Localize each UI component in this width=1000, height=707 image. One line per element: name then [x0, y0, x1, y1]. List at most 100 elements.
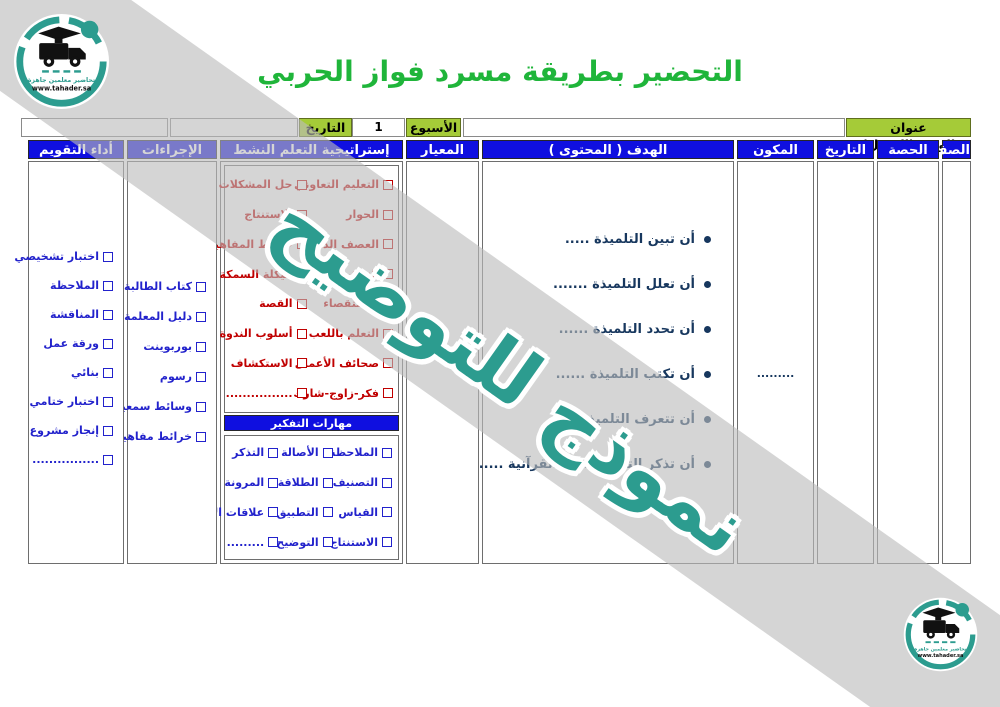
thinking-skill-item: الملاحظة: [329, 446, 392, 459]
thinking-skills-box: الملاحظة الأصالة التذكر التصنيف الطلاقة المرو…: [184, 435, 399, 560]
checkbox-icon[interactable]: [103, 309, 113, 320]
checkbox-icon[interactable]: [383, 388, 393, 399]
checkbox-icon[interactable]: [322, 507, 333, 518]
week-value[interactable]: 1: [352, 118, 405, 137]
checkbox-icon[interactable]: [296, 388, 307, 399]
checkbox-icon[interactable]: [296, 269, 307, 280]
item-label: القصة: [259, 297, 293, 311]
item-label: حل المشكلات: [218, 178, 293, 192]
item-label: الاستقصاء: [323, 297, 379, 311]
checkbox-icon[interactable]: [383, 209, 393, 220]
class-cell[interactable]: [942, 161, 971, 564]
bullet-icon: [704, 281, 711, 288]
item-label: التعلم باللعب: [308, 327, 379, 341]
checkbox-icon[interactable]: [322, 477, 333, 488]
unit-title-input[interactable]: [463, 118, 845, 137]
checkbox-icon[interactable]: [268, 507, 279, 518]
checkbox-icon[interactable]: [103, 367, 113, 378]
checkbox-icon[interactable]: [383, 239, 393, 250]
thinking-skill-item: .........: [227, 536, 279, 549]
item-label: دليل المعلمة: [124, 310, 192, 323]
strategy-item: هيكلة السمكة: [219, 268, 307, 281]
strategy-item: الحوار: [312, 208, 393, 222]
checkbox-icon[interactable]: [382, 447, 392, 458]
header-procedures: الإجراءات: [127, 140, 217, 159]
checkbox-icon[interactable]: [296, 239, 307, 250]
checkbox-icon[interactable]: [196, 281, 206, 292]
procedure-item: وسائط سمعية: [115, 400, 206, 413]
checkbox-icon[interactable]: [296, 209, 307, 220]
checkbox-icon[interactable]: [103, 338, 113, 349]
thinking-skill-item: الأصالة: [278, 446, 333, 459]
date-input[interactable]: [170, 118, 298, 137]
item-label: اختبار ختامي: [29, 395, 99, 408]
checkbox-icon[interactable]: [382, 507, 392, 518]
component-cell[interactable]: .........: [737, 161, 814, 564]
strategy-item: فكر-زاوج-شارك: [293, 387, 393, 400]
evaluation-list: اختبار تشخيصي الملاحظة المناقشة ورقة عمل بنا…: [14, 162, 123, 466]
evaluation-item: اختبار ختامي: [29, 395, 113, 408]
checkbox-icon[interactable]: [383, 328, 393, 339]
bullet-icon: [704, 416, 711, 423]
evaluation-item: بنائي: [29, 366, 113, 379]
checkbox-icon[interactable]: [196, 431, 206, 442]
objective-item: أن تعلل التلميذة .......: [487, 277, 711, 292]
logo-tagline: تحاضير معلمين جاهزة: [28, 77, 96, 84]
thinking-skill-item: المرونة: [224, 476, 279, 489]
objective-item: أن تتعرف التلميذة ......: [487, 412, 711, 427]
strategies-box: التعليم التعاوني الحوار العصف الذهني التفكي…: [206, 165, 399, 413]
evaluation-item: اختبار تشخيصي: [14, 250, 113, 263]
checkbox-icon[interactable]: [296, 328, 307, 339]
checkbox-icon[interactable]: [296, 358, 307, 369]
checkbox-icon[interactable]: [296, 298, 307, 309]
checkbox-icon[interactable]: [103, 425, 113, 436]
date-cell[interactable]: [817, 161, 874, 564]
objective-item: أن تحدد التلميذة ......: [487, 322, 711, 337]
checkbox-icon[interactable]: [196, 401, 206, 412]
item-label: أسلوب الندوة: [219, 327, 293, 341]
item-label: أن تكتب التلميذة ......: [555, 367, 695, 382]
evaluation-item: المناقشة: [29, 308, 113, 321]
checkbox-icon[interactable]: [103, 396, 113, 407]
item-label: التطبيق: [276, 505, 319, 519]
checkbox-icon[interactable]: [322, 447, 333, 458]
item-label: خرائط المفاهيم: [206, 237, 293, 251]
checkbox-icon[interactable]: [383, 298, 393, 309]
checkbox-icon[interactable]: [268, 477, 279, 488]
objective-cell[interactable]: أن تبين التلميذة ..... أن تعلل التلميذة .…: [478, 161, 734, 564]
checkbox-icon[interactable]: [196, 311, 206, 322]
bullet-icon: [704, 371, 711, 378]
checkbox-icon[interactable]: [322, 537, 333, 548]
item-label: الحوار: [346, 208, 379, 222]
header-evaluation: أداء التقويم: [28, 140, 124, 159]
item-label: أن تتعرف التلميذة ......: [546, 412, 695, 427]
checkbox-icon[interactable]: [382, 477, 392, 488]
checkbox-icon[interactable]: [103, 251, 113, 262]
procedure-item: دليل المعلمة: [124, 310, 206, 323]
standard-cell[interactable]: [406, 161, 479, 564]
item-label: أن تذكر التلميذة الآية القرآنية .....: [478, 457, 695, 472]
strategy-item: الاستقصاء: [312, 297, 393, 311]
checkbox-icon[interactable]: [103, 280, 113, 291]
checkbox-icon[interactable]: [382, 537, 392, 548]
checkbox-icon[interactable]: [268, 447, 279, 458]
procedure-item: رسوم: [128, 370, 206, 383]
item-label: الاستنتاج: [244, 208, 293, 222]
brand-logo-top: تحاضير معلمين جاهزة www.tahader.sa: [13, 13, 110, 110]
item-label: بوربوينت: [143, 340, 192, 353]
checkbox-icon[interactable]: [383, 179, 393, 190]
checkbox-icon[interactable]: [196, 341, 206, 352]
checkbox-icon[interactable]: [383, 358, 393, 369]
evaluation-item: الملاحظة: [29, 279, 113, 292]
thinking-skill-item: التصنيف: [333, 476, 392, 489]
checkbox-icon[interactable]: [196, 371, 206, 382]
checkbox-icon[interactable]: [103, 454, 113, 465]
thinking-skill-item: الطلاقة: [278, 476, 333, 489]
checkbox-icon[interactable]: [296, 179, 307, 190]
extra-input[interactable]: [21, 118, 168, 137]
checkbox-icon[interactable]: [383, 269, 393, 280]
item-label: الملاحظة: [329, 446, 378, 460]
strategy-item: أسلوب الندوة: [220, 327, 307, 340]
checkbox-icon[interactable]: [268, 537, 279, 548]
period-cell[interactable]: [877, 161, 939, 564]
